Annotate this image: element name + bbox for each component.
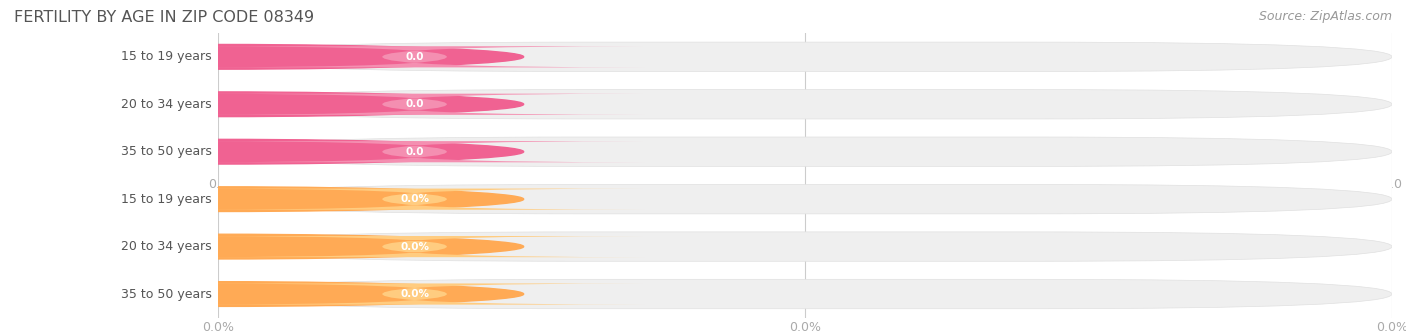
FancyBboxPatch shape — [184, 94, 644, 115]
FancyBboxPatch shape — [184, 236, 644, 257]
FancyBboxPatch shape — [218, 279, 1392, 309]
FancyBboxPatch shape — [184, 141, 644, 162]
Circle shape — [0, 187, 523, 212]
FancyBboxPatch shape — [218, 137, 1392, 166]
Text: 35 to 50 years: 35 to 50 years — [121, 145, 212, 158]
Text: 0.0%: 0.0% — [401, 242, 429, 252]
Text: Source: ZipAtlas.com: Source: ZipAtlas.com — [1258, 10, 1392, 23]
FancyBboxPatch shape — [184, 283, 644, 305]
Circle shape — [0, 234, 523, 259]
FancyBboxPatch shape — [218, 90, 1392, 119]
Circle shape — [0, 44, 523, 69]
Text: 15 to 19 years: 15 to 19 years — [121, 193, 212, 206]
Text: 0.0: 0.0 — [405, 99, 423, 109]
Circle shape — [0, 92, 523, 117]
FancyBboxPatch shape — [184, 46, 644, 68]
Text: 0.0: 0.0 — [405, 52, 423, 62]
FancyBboxPatch shape — [218, 42, 1392, 71]
Text: 0.0%: 0.0% — [401, 194, 429, 204]
Text: 0.0: 0.0 — [405, 147, 423, 157]
Text: 0.0%: 0.0% — [401, 289, 429, 299]
FancyBboxPatch shape — [218, 184, 1392, 214]
Text: FERTILITY BY AGE IN ZIP CODE 08349: FERTILITY BY AGE IN ZIP CODE 08349 — [14, 10, 314, 25]
Circle shape — [0, 282, 523, 307]
Circle shape — [0, 139, 523, 164]
Text: 20 to 34 years: 20 to 34 years — [121, 98, 212, 111]
FancyBboxPatch shape — [218, 232, 1392, 261]
Text: 35 to 50 years: 35 to 50 years — [121, 288, 212, 301]
Text: 15 to 19 years: 15 to 19 years — [121, 50, 212, 63]
FancyBboxPatch shape — [184, 189, 644, 210]
Text: 20 to 34 years: 20 to 34 years — [121, 240, 212, 253]
